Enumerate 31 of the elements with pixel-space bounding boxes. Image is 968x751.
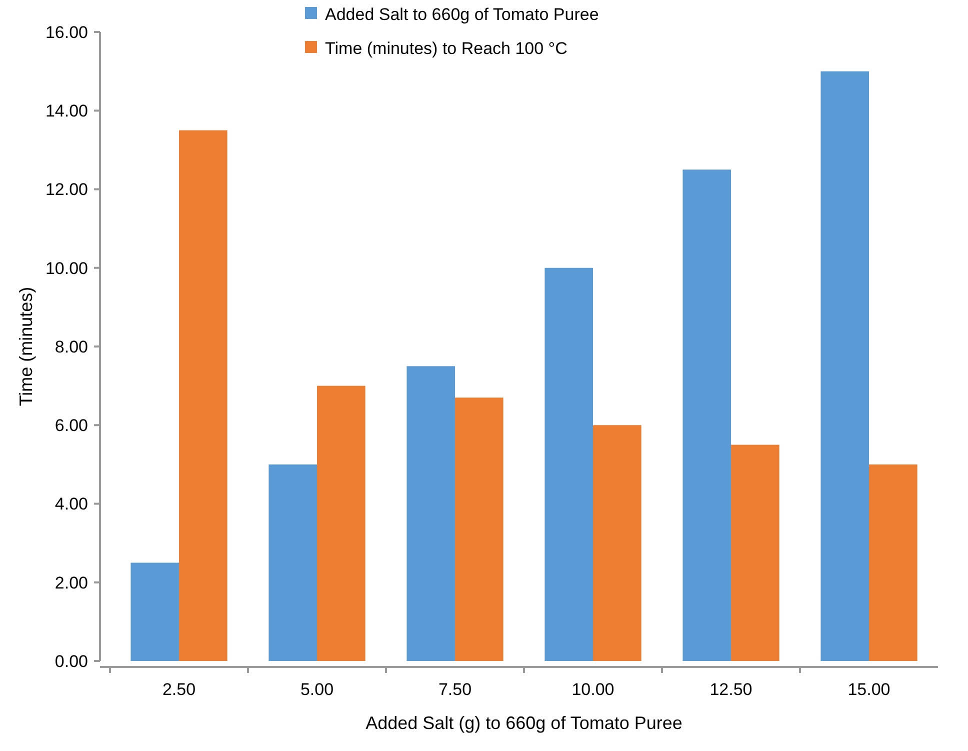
bar: [731, 444, 780, 661]
y-tick-label: 14.00: [45, 102, 88, 121]
y-tick-label: 10.00: [45, 258, 88, 278]
x-tick-label: 15.00: [848, 680, 890, 699]
x-tick-label: 7.50: [438, 680, 472, 699]
legend-label: Added Salt to 660g of Tomato Puree: [325, 4, 599, 24]
legend-label: Time (minutes) to Reach 100 °C: [325, 38, 568, 58]
bar: [544, 268, 593, 661]
bar: [268, 464, 317, 661]
bar: [593, 425, 642, 661]
x-axis-title: Added Salt (g) to 660g of Tomato Puree: [366, 713, 682, 733]
bar: [130, 562, 179, 661]
y-tick-label: 8.00: [54, 337, 88, 356]
bar: [869, 464, 918, 661]
bar: [820, 71, 869, 661]
x-tick-label: 5.00: [300, 680, 334, 699]
y-axis-title: Time (minutes): [16, 286, 36, 406]
y-tick-label: 4.00: [54, 494, 88, 514]
x-tick-label: 10.00: [572, 680, 614, 699]
bar: [406, 366, 455, 661]
bar: [682, 170, 731, 661]
bar: [317, 386, 366, 661]
bar: [455, 398, 504, 661]
y-tick-label: 0.00: [54, 652, 88, 671]
y-tick-label: 16.00: [45, 22, 88, 42]
x-tick-label: 12.50: [710, 680, 752, 699]
y-tick-label: 12.00: [45, 180, 88, 200]
bar: [179, 130, 228, 661]
y-tick-label: 2.00: [54, 573, 88, 592]
x-tick-label: 2.50: [162, 680, 196, 699]
y-tick-label: 6.00: [54, 416, 88, 436]
